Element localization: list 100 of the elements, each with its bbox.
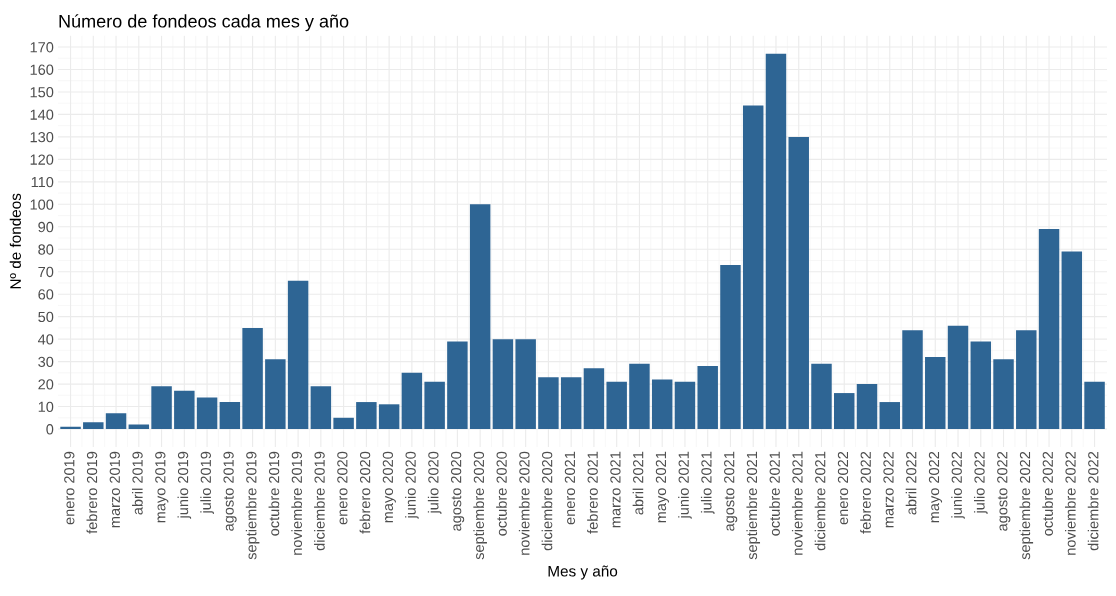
x-tick-label: noviembre 2021: [791, 451, 803, 555]
y-axis-title: Nº de fondeos: [9, 193, 21, 289]
x-tick-label: diciembre 2022: [1087, 451, 1099, 551]
x-tick-label: junio 2022: [951, 451, 965, 519]
x-tick-label: septiembre 2019: [245, 451, 260, 560]
y-tick-label: 60: [38, 289, 54, 300]
bar: [242, 327, 263, 430]
x-tick-label: marzo 2022: [883, 451, 894, 528]
y-tick-label: 30: [38, 356, 54, 368]
bar: [378, 404, 400, 430]
x-tick-label: enero 2019: [64, 451, 75, 525]
x-tick-label: febrero 2019: [86, 451, 98, 534]
x-tick-label: junio 2019: [177, 451, 192, 519]
y-tick-label: 110: [31, 176, 54, 188]
x-tick-label: julio 2020: [427, 451, 442, 514]
x-tick-label: julio 2022: [973, 451, 988, 514]
x-tick-label: febrero 2022: [860, 451, 871, 534]
x-tick-label: septiembre 2022: [1019, 451, 1034, 560]
x-tick-label: diciembre 2019: [314, 451, 325, 551]
x-tick-label: agosto 2021: [724, 451, 738, 531]
x-tick-label: abril 2021: [632, 451, 644, 515]
y-tick-label: 20: [38, 379, 54, 390]
bar: [902, 330, 923, 430]
bar: [1016, 330, 1037, 430]
x-tick-label: julio 2021: [700, 451, 715, 514]
bar: [219, 402, 241, 430]
x-tick-label: mayo 2020: [382, 451, 396, 523]
x-tick-label: marzo 2019: [109, 451, 120, 528]
bar: [424, 381, 445, 430]
x-axis-title: Mes y año: [548, 565, 618, 580]
x-tick-label: mayo 2019: [155, 451, 169, 523]
bar: [742, 105, 764, 430]
x-tick-label: agosto 2020: [450, 451, 465, 531]
x-tick-label: mayo 2022: [928, 451, 943, 523]
y-tick-label: 90: [38, 221, 54, 233]
bar: [993, 359, 1014, 430]
x-tick-label: mayo 2021: [655, 451, 669, 523]
bar: [447, 341, 468, 430]
x-tick-label: agosto 2019: [223, 451, 237, 531]
x-tick-label: enero 2022: [837, 451, 849, 525]
x-tick-label: octubre 2019: [268, 451, 280, 536]
x-tick-label: diciembre 2020: [541, 451, 553, 551]
x-tick-label: septiembre 2021: [746, 451, 761, 560]
x-tick-label: junio 2021: [678, 451, 692, 519]
bar: [105, 413, 127, 430]
x-tick-label: febrero 2021: [587, 451, 598, 534]
bar: [1061, 251, 1083, 430]
bar: [83, 422, 104, 430]
y-tick-label: 140: [30, 109, 54, 120]
bar: [60, 426, 81, 430]
bar: [720, 264, 741, 430]
y-tick-label: 70: [38, 266, 54, 278]
x-tick-label: octubre 2021: [769, 451, 780, 536]
y-tick-label: 120: [30, 154, 54, 165]
bar: [856, 384, 878, 430]
x-tick-label: enero 2020: [337, 451, 348, 525]
bar: [1084, 381, 1105, 430]
bar: [879, 402, 900, 430]
x-tick-label: septiembre 2020: [473, 451, 487, 560]
y-tick-label: 80: [38, 244, 54, 255]
bar: [583, 368, 605, 430]
y-tick-label: 170: [30, 42, 54, 53]
bar: [834, 393, 855, 430]
bar: [333, 417, 354, 430]
x-tick-label: octubre 2020: [496, 451, 507, 536]
bar: [560, 377, 582, 430]
bar: [310, 386, 332, 430]
x-tick-label: marzo 2021: [610, 451, 621, 528]
bar: [492, 339, 514, 430]
x-tick-label: agosto 2022: [997, 451, 1011, 531]
bar: [174, 390, 195, 430]
bar: [265, 359, 286, 430]
x-tick-label: octubre 2022: [1042, 451, 1053, 536]
bar: [606, 381, 627, 430]
bar: [970, 341, 992, 430]
bar: [629, 363, 650, 430]
x-tick-label: diciembre 2021: [814, 451, 826, 551]
chart-title: Número de fondeos cada mes y año: [59, 14, 349, 32]
bar: [538, 377, 559, 430]
x-tick-label: abril 2022: [905, 451, 917, 515]
bar: [515, 339, 536, 430]
bar: [356, 402, 377, 430]
y-tick-label: 100: [30, 199, 54, 210]
bar: [674, 381, 696, 430]
y-tick-label: 10: [38, 401, 54, 412]
bar: [651, 379, 673, 430]
x-tick-label: junio 2020: [405, 451, 419, 519]
y-tick-label: 160: [30, 64, 54, 75]
bar: [401, 372, 423, 430]
x-tick-label: febrero 2020: [359, 451, 371, 534]
bar: [811, 363, 832, 430]
y-tick-label: 130: [30, 131, 54, 143]
bar: [765, 53, 787, 430]
y-tick-label: 150: [30, 87, 54, 98]
x-tick-label: julio 2019: [200, 451, 214, 514]
y-tick-label: 0: [46, 424, 54, 435]
y-tick-label: 40: [37, 334, 54, 345]
bar: [1038, 229, 1060, 430]
bar: [788, 136, 809, 430]
bar: [925, 357, 946, 430]
